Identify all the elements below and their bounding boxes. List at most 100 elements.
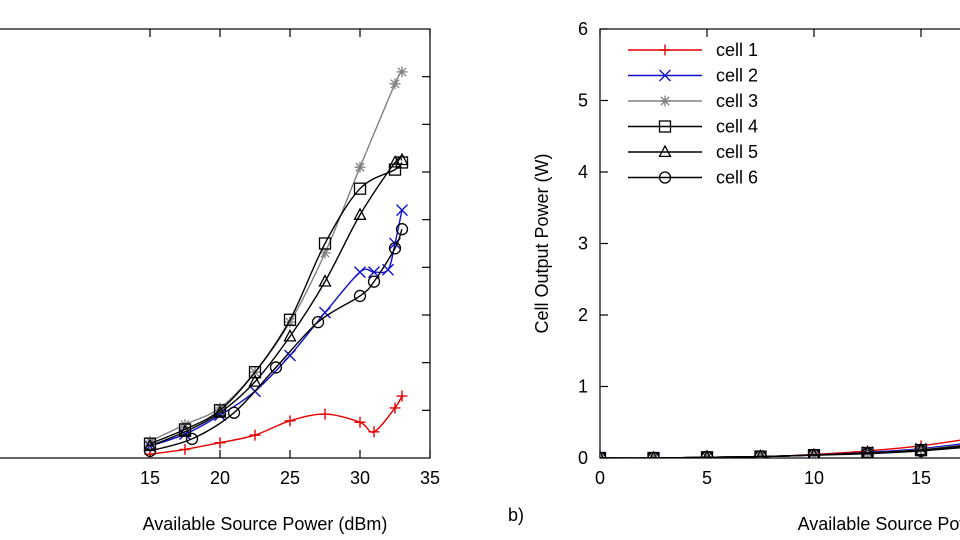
data-point (388, 242, 402, 255)
x-tick-label: 15 (911, 468, 931, 488)
data-point (354, 266, 366, 279)
x-axis-label: Available Source Power (dBm) (143, 514, 388, 534)
data-point (179, 443, 191, 455)
data-point (185, 432, 199, 446)
plot-area (143, 66, 409, 458)
series-line (149, 209, 403, 447)
panel-b-chart: 0 5 10 15 0 1 2 3 4 5 6 Available Source Power (W) C… (532, 19, 960, 534)
data-point (389, 78, 401, 90)
data-point (353, 182, 367, 195)
data-point (368, 426, 380, 438)
y-tick-label: 6 (578, 19, 588, 39)
x-tick-label: 15 (140, 468, 160, 488)
data-point (353, 289, 367, 303)
legend-label: cell 6 (716, 168, 758, 188)
data-point (389, 402, 401, 414)
x-tick-label: 0 (595, 468, 605, 488)
data-point (213, 404, 227, 417)
legend-label: cell 2 (716, 66, 758, 86)
legend-marker (658, 120, 672, 133)
x-tick-label: 20 (210, 468, 230, 488)
legend-label: cell 3 (716, 91, 758, 111)
data-point (395, 156, 409, 169)
y-tick-label: 5 (578, 91, 588, 111)
data-point (807, 448, 821, 458)
data-point (354, 416, 366, 428)
legend-marker (659, 69, 671, 82)
data-point (396, 204, 408, 217)
series-line (149, 395, 403, 455)
data-point (367, 275, 381, 288)
data-point (754, 450, 767, 458)
legend-entry: cell 6 (628, 168, 758, 188)
series-line (149, 157, 403, 447)
legend-label: cell 1 (716, 40, 758, 60)
y-tick-label: 2 (578, 305, 588, 325)
legend-marker (659, 95, 671, 107)
legend-entry: cell 2 (628, 66, 758, 86)
legend-marker (658, 144, 672, 158)
y-tick-label: 3 (578, 234, 588, 254)
plot-frame (0, 28, 431, 459)
data-point (396, 66, 408, 78)
data-point (283, 329, 297, 342)
data-point (318, 237, 332, 250)
data-point (283, 313, 297, 326)
series-cell-1 (144, 390, 408, 458)
data-point (755, 449, 766, 458)
data-point (249, 429, 261, 441)
plot-frame (599, 28, 960, 459)
plot-area (600, 439, 960, 458)
data-point (213, 405, 227, 418)
series-cell-5 (143, 152, 409, 452)
data-point (227, 406, 241, 419)
x-tick-label: 35 (420, 468, 440, 488)
x-tick-label: 30 (350, 468, 370, 488)
data-point (649, 450, 658, 458)
series-cell-1 (600, 439, 960, 458)
series-cell-6 (600, 444, 960, 458)
series-line (149, 162, 403, 445)
data-point (395, 223, 409, 236)
series-line (149, 228, 403, 452)
y-tick-label: 1 (578, 377, 588, 397)
x-axis-label: Available Source Power (W) (798, 514, 960, 534)
data-point (311, 315, 325, 329)
y-tick-label: 0 (578, 448, 588, 468)
data-point (319, 408, 331, 420)
y-axis-label: Cell Output Power (W) (532, 153, 552, 333)
data-point (284, 415, 296, 427)
data-point (914, 444, 928, 458)
data-point (700, 451, 714, 458)
data-point (396, 390, 408, 402)
legend-entry: cell 5 (628, 142, 758, 162)
data-point (395, 152, 409, 166)
legend-entry: cell 3 (628, 91, 758, 111)
data-point (214, 437, 226, 449)
data-point (861, 447, 874, 458)
data-point (860, 445, 875, 458)
data-point (319, 306, 331, 319)
legend-entry: cell 1 (628, 40, 758, 60)
data-point (178, 424, 192, 437)
panel-b-label: b) (508, 505, 524, 525)
series-line (600, 447, 960, 458)
data-point (319, 247, 331, 259)
y-tick-label: 4 (578, 162, 588, 182)
data-point (248, 374, 262, 387)
data-point (600, 450, 604, 458)
data-point (284, 316, 296, 328)
data-point (647, 451, 660, 458)
data-point (318, 274, 332, 287)
series-cell-4 (143, 156, 409, 450)
data-point (143, 444, 157, 458)
data-point (354, 161, 366, 173)
data-point (914, 442, 928, 456)
legend: cell 1 cell 2 cell 3 cell 4 cell 5 cell 6 (628, 40, 758, 188)
data-point (702, 449, 712, 458)
legend-marker (659, 44, 671, 56)
legend-entry: cell 4 (628, 117, 758, 137)
series-cell-6 (143, 223, 409, 458)
x-tick-label: 10 (804, 468, 824, 488)
